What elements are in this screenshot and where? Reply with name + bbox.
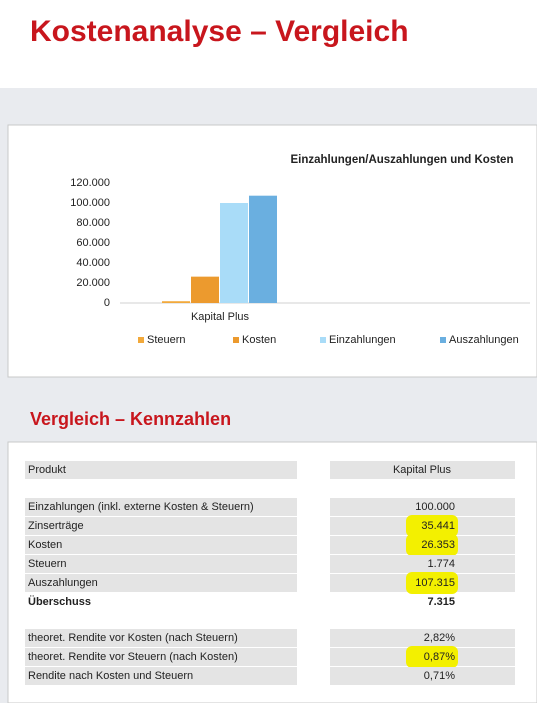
row-label: Zinserträge [28,520,84,532]
row-value: 100.000 [415,501,455,513]
y-tick-label: 40.000 [76,257,110,269]
bar [249,195,277,303]
bar [220,203,248,303]
row-label: Steuern [28,558,67,570]
header-label: Produkt [28,464,66,476]
legend-marker [138,337,144,343]
chart-title: Einzahlungen/Auszahlungen und Kosten [291,154,514,166]
row-label: Auszahlungen [28,577,98,589]
highlight [406,534,458,556]
highlight [406,515,458,537]
row-value: 35.441 [421,520,455,532]
row-bg-label [25,629,297,647]
row-label: theoret. Rendite vor Kosten (nach Steuer… [28,632,238,644]
section-title: Vergleich – Kennzahlen [30,409,231,429]
row-bg-value [330,629,515,647]
row-label: Kosten [28,539,62,551]
header-bg-value [330,461,515,479]
legend-marker [320,337,326,343]
y-tick-label: 0 [104,297,110,309]
y-tick-label: 120.000 [70,177,110,189]
y-tick-label: 20.000 [76,277,110,289]
row-value: 0,71% [424,670,455,682]
row-bg-label [25,555,297,573]
highlight [406,572,458,594]
header-value: Kapital Plus [393,464,452,476]
header-bg-label [25,461,297,479]
row-label: theoret. Rendite vor Steuern (nach Koste… [28,651,238,663]
row-value: 0,87% [424,651,455,663]
row-bg-label [25,574,297,592]
row-bg-label [25,648,297,666]
legend-marker [233,337,239,343]
row-bg-value [330,667,515,685]
legend-label: Steuern [147,334,186,346]
legend-label: Einzahlungen [329,334,396,346]
row-bg-value [330,555,515,573]
row-bg-label [25,667,297,685]
row-value: 107.315 [415,577,455,589]
highlight [406,646,458,668]
row-bg-label [25,536,297,554]
bar [191,276,219,303]
row-value: 26.353 [421,539,455,551]
row-value: 7.315 [427,596,455,608]
x-tick-label: Kapital Plus [191,311,250,323]
bar [162,301,190,303]
row-bg-label [25,517,297,535]
legend-label: Auszahlungen [449,334,519,346]
page-title: Kostenanalyse – Vergleich [30,15,409,48]
row-label: Einzahlungen (inkl. externe Kosten & Ste… [28,501,254,513]
legend-label: Kosten [242,334,276,346]
y-tick-label: 80.000 [76,217,110,229]
legend-marker [440,337,446,343]
y-tick-label: 60.000 [76,237,110,249]
row-value: 1.774 [427,558,455,570]
row-label: Überschuss [28,595,91,608]
y-tick-label: 100.000 [70,197,110,209]
row-value: 2,82% [424,632,455,644]
row-label: Rendite nach Kosten und Steuern [28,670,193,682]
row-bg-label [25,498,297,516]
row-bg-value [330,498,515,516]
